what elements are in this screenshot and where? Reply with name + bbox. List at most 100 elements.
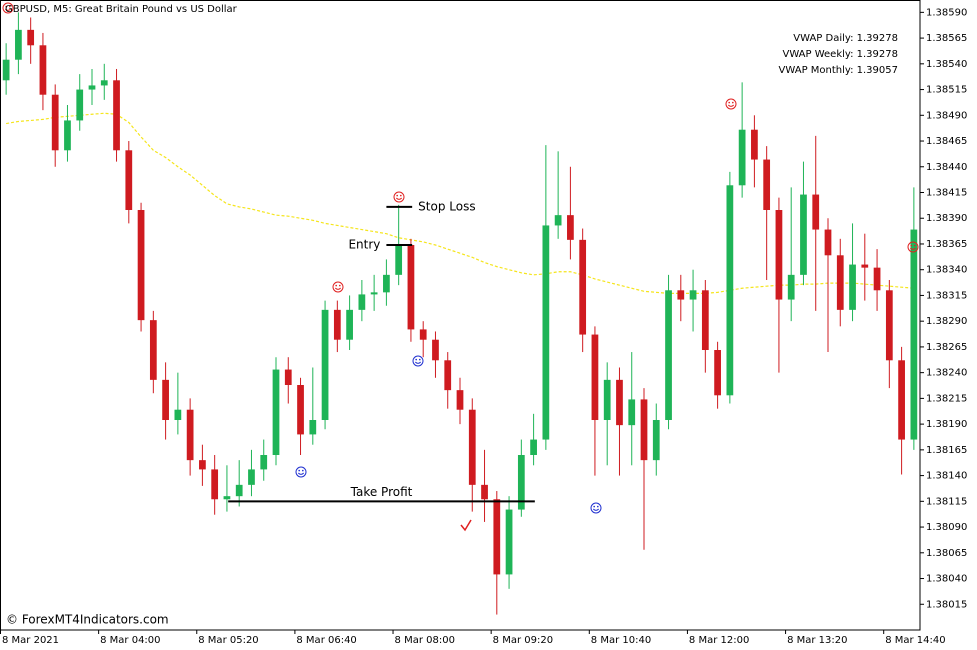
level-label: Entry (348, 238, 380, 252)
candle-body (493, 499, 501, 575)
buy-signal-icon (590, 502, 602, 514)
candle-body (775, 210, 783, 300)
candle-body (481, 484, 488, 500)
candle-body (468, 409, 476, 485)
y-tick-label: 1.38315 (926, 290, 967, 301)
candle-body (836, 255, 844, 310)
candle-body (284, 369, 292, 385)
candle-body (738, 129, 746, 186)
candle-body (885, 290, 893, 361)
candle-body (444, 360, 452, 391)
y-tick-label: 1.38590 (926, 7, 967, 18)
candle-body (321, 309, 329, 420)
candle-body (505, 509, 513, 575)
candle-body (800, 194, 807, 275)
candle-body (689, 290, 697, 300)
candle-body (27, 29, 35, 46)
x-tick-label: 8 Mar 04:00 (100, 635, 160, 646)
candle-body (395, 245, 403, 275)
level-label: Stop Loss (418, 199, 475, 213)
buy-signal-icon (412, 355, 424, 367)
candle-body (76, 89, 84, 121)
y-tick-label: 1.38115 (926, 496, 967, 507)
y-tick-label: 1.38165 (926, 445, 967, 456)
candle-body (149, 320, 157, 380)
candle-body (100, 80, 108, 86)
candle-body (910, 229, 918, 440)
signal-icons (2, 2, 919, 532)
y-tick-label: 1.38240 (926, 368, 967, 379)
y-tick-label: 1.38215 (926, 393, 967, 404)
y-tick-label: 1.38340 (926, 265, 967, 276)
candle-body (383, 274, 390, 293)
candle-body (763, 159, 771, 210)
candle-body (665, 290, 672, 420)
y-tick-label: 1.38365 (926, 239, 967, 250)
x-tick-label: 8 Mar 13:20 (787, 635, 847, 646)
y-tick-label: 1.38515 (926, 85, 967, 96)
candle-body (812, 194, 820, 230)
plot-frame (0, 0, 921, 631)
check-icon (460, 519, 472, 532)
candle-body (333, 309, 341, 340)
x-tick-label: 8 Mar 10:40 (591, 635, 651, 646)
indicator-label: VWAP Weekly: 1.39278 (783, 49, 899, 60)
x-tick-label: 8 Mar 06:40 (296, 635, 356, 646)
candle-body (125, 150, 133, 210)
sell-signal-icon (332, 281, 344, 293)
level-label: Take Profit (350, 485, 413, 499)
candle-body (309, 420, 317, 435)
chart-title: GBPUSD, M5: Great Britain Pound vs US Do… (5, 4, 238, 15)
candle-body (849, 264, 856, 310)
candle-body (162, 379, 169, 420)
x-tick-label: 8 Mar 05:20 (198, 635, 258, 646)
y-tick-label: 1.38140 (926, 471, 967, 482)
candle-body (358, 294, 366, 310)
candle-body (616, 379, 623, 426)
candle-body (579, 239, 587, 335)
y-tick-label: 1.38190 (926, 419, 967, 430)
marks (2, 12, 918, 615)
y-tick-label: 1.38390 (926, 213, 967, 224)
candle-body (51, 94, 59, 151)
vwap-line (6, 112, 914, 294)
candle-body (751, 129, 758, 160)
candle-body (603, 379, 611, 420)
watermark: © ForexMT4Indicators.com (6, 613, 169, 627)
candle-body (2, 59, 10, 81)
y-tick-label: 1.38290 (926, 316, 967, 327)
candle-body (517, 455, 525, 510)
candle-body (554, 215, 562, 226)
candle-body (199, 460, 206, 470)
candle-body (113, 80, 120, 151)
y-tick-label: 1.38090 (926, 522, 967, 533)
candle-body (652, 420, 660, 461)
y-tick-label: 1.38065 (926, 548, 967, 559)
candle-body (272, 369, 280, 455)
indicator-label: VWAP Daily: 1.39278 (793, 33, 898, 44)
candle-body (260, 455, 268, 470)
y-tick-label: 1.38540 (926, 59, 967, 70)
candle-body (567, 215, 574, 240)
candle-body (432, 339, 439, 361)
x-tick-label: 8 Mar 09:20 (493, 635, 553, 646)
candle-body (677, 290, 685, 300)
candle-body (787, 274, 795, 300)
candle-body (64, 120, 71, 151)
candle-body (542, 225, 550, 440)
candle-body (211, 469, 219, 500)
candle-body (726, 185, 734, 396)
candle-body (873, 267, 881, 291)
candle-body (235, 484, 243, 497)
indicator-label: VWAP Monthly: 1.39057 (779, 65, 898, 76)
candle-body (824, 229, 832, 256)
candle-body (248, 469, 255, 485)
y-tick-label: 1.38015 (926, 599, 967, 610)
y-tick-label: 1.38440 (926, 162, 967, 173)
y-tick-label: 1.38465 (926, 136, 967, 147)
candle-body (861, 264, 869, 268)
candle-body (88, 85, 96, 90)
candle-body (714, 350, 721, 396)
buy-signal-icon (295, 466, 307, 478)
